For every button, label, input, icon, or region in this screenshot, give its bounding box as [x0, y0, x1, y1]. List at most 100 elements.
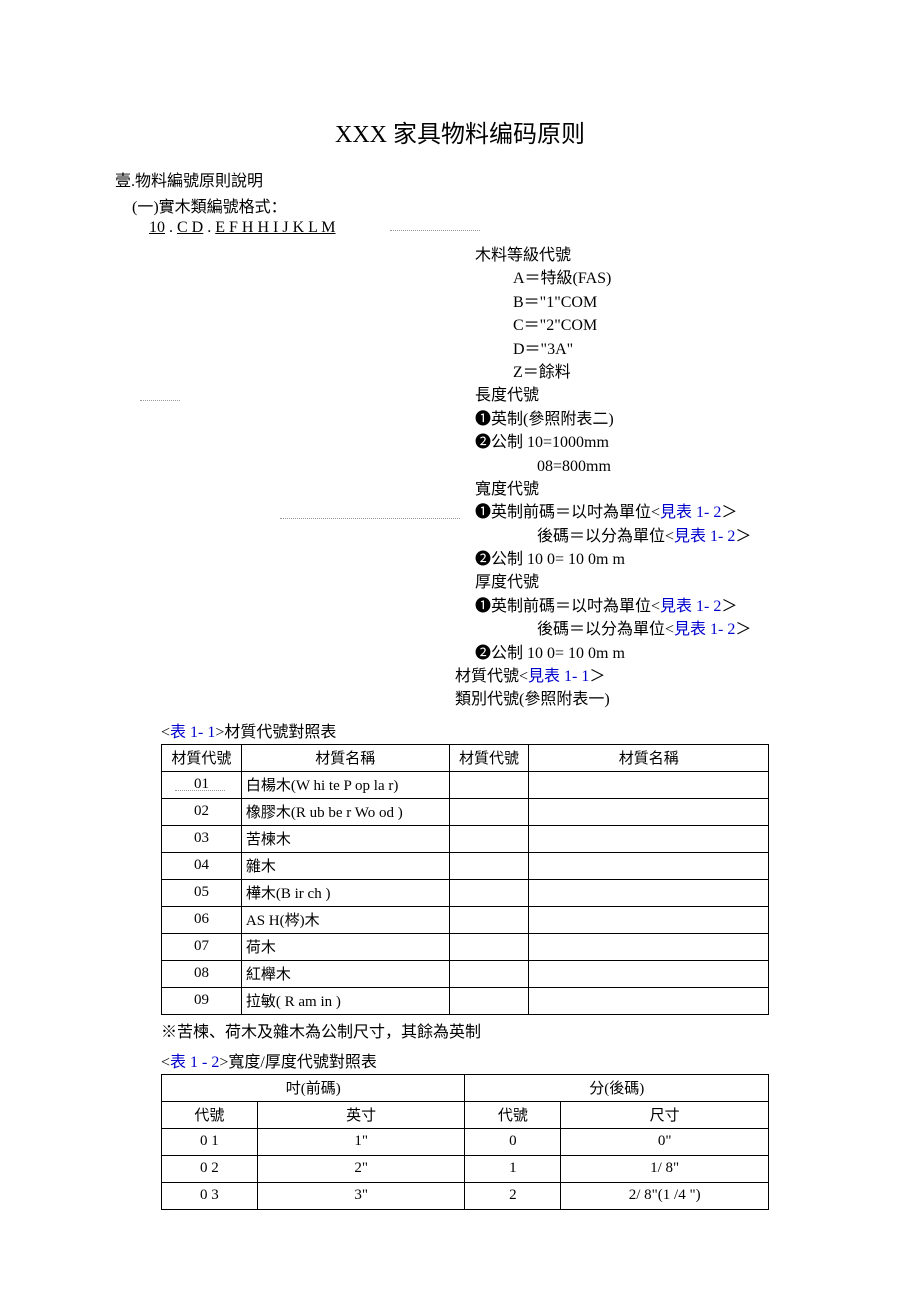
- spec-text: ＞: [589, 668, 605, 685]
- spec-text: 後碼＝以分為單位<: [537, 528, 674, 545]
- code-part-2: C D: [177, 219, 203, 236]
- spec-text: ❶英制前碼＝以吋為單位<: [475, 504, 660, 521]
- cell-name: AS H(梣)木: [241, 906, 449, 933]
- width-thickness-code-table: 吋(前碼) 分(後碼) 代號 英寸 代號 尺寸 0 11"00" 0 22"11…: [161, 1074, 769, 1210]
- spec-material-code: 材質代號<見表 1- 1＞: [455, 666, 805, 688]
- spec-grade-a: A＝特級(FAS): [475, 268, 805, 290]
- col-inch: 英寸: [257, 1101, 465, 1128]
- cell-empty: [529, 798, 769, 825]
- table-row: 09拉敏( R am in ): [162, 987, 769, 1014]
- link-table-1-1[interactable]: 見表 1- 1: [528, 668, 589, 685]
- cell: 3": [257, 1182, 465, 1209]
- spec-thickness-heading: 厚度代號: [475, 572, 805, 594]
- spec-text: ＞: [735, 621, 751, 638]
- cell-code: 08: [162, 960, 242, 987]
- cell: 1": [257, 1128, 465, 1155]
- cell-code: 04: [162, 852, 242, 879]
- spec-thickness-imperial-back: 後碼＝以分為單位<見表 1- 2＞: [475, 619, 805, 641]
- cell-name: 橡膠木(R ub be r Wo od ): [241, 798, 449, 825]
- col-fen-group: 分(後碼): [465, 1074, 769, 1101]
- col-code: 代號: [162, 1101, 258, 1128]
- document-title: XXX 家具物料编码原则: [115, 114, 805, 149]
- cell-code: 01: [162, 771, 242, 798]
- link-table-1-2[interactable]: 見表 1- 2: [674, 528, 735, 545]
- table-row: 03苦楝木: [162, 825, 769, 852]
- cell-empty: [529, 933, 769, 960]
- table-1-1-label: 表 1- 1: [170, 724, 215, 741]
- spec-width-heading: 寬度代號: [475, 479, 805, 501]
- link-table-1-2[interactable]: 見表 1- 2: [674, 621, 735, 638]
- table-1-1-caption: <表 1- 1>材質代號對照表: [161, 718, 805, 742]
- cell: 2": [257, 1155, 465, 1182]
- table-row: 0 11"00": [162, 1128, 769, 1155]
- cell-name: 白楊木(W hi te P op la r): [241, 771, 449, 798]
- spec-text: ❶英制前碼＝以吋為單位<: [475, 598, 660, 615]
- spec-thickness-metric: ❷公制 10 0= 10 0m m: [475, 643, 805, 665]
- spec-width-imperial-back: 後碼＝以分為單位<見表 1- 2＞: [475, 526, 805, 548]
- specification-block: 木料等級代號 A＝特級(FAS) B＝"1"COM C＝"2"COM D＝"3A…: [475, 245, 805, 712]
- cell-empty: [529, 852, 769, 879]
- connector-line: [175, 790, 225, 791]
- col-material-code: 材質代號: [162, 744, 242, 771]
- cell-name: 雜木: [241, 852, 449, 879]
- spec-width-imperial-front: ❶英制前碼＝以吋為單位<見表 1- 2＞: [475, 502, 805, 524]
- spec-text: 後碼＝以分為單位<: [537, 621, 674, 638]
- cell-empty: [529, 825, 769, 852]
- spec-text: ＞: [721, 504, 737, 521]
- connector-line: [140, 400, 180, 401]
- table-1-note: ※苦楝、荷木及雜木為公制尺寸，其餘為英制: [161, 1018, 805, 1042]
- table-subheader-row: 代號 英寸 代號 尺寸: [162, 1101, 769, 1128]
- cell-code: 05: [162, 879, 242, 906]
- col-code-2: 代號: [465, 1101, 561, 1128]
- cell: 2/ 8"(1 /4 "): [561, 1182, 769, 1209]
- cell-empty: [529, 879, 769, 906]
- caption-text: <: [161, 1054, 170, 1071]
- col-material-code-2: 材質代號: [449, 744, 529, 771]
- cell-empty: [529, 771, 769, 798]
- cell-empty: [449, 960, 529, 987]
- spec-text: 材質代號<: [455, 668, 528, 685]
- cell-code: 02: [162, 798, 242, 825]
- cell-empty: [529, 987, 769, 1014]
- table-row: 07荷木: [162, 933, 769, 960]
- spec-grade-z: Z＝餘料: [475, 362, 805, 384]
- spec-grade-heading: 木料等級代號: [475, 245, 805, 267]
- cell-empty: [449, 987, 529, 1014]
- link-table-1-2[interactable]: 見表 1- 2: [660, 598, 721, 615]
- cell: 1: [465, 1155, 561, 1182]
- spec-width-metric: ❷公制 10 0= 10 0m m: [475, 549, 805, 571]
- cell-name: 拉敏( R am in ): [241, 987, 449, 1014]
- spec-text: ＞: [721, 598, 737, 615]
- spec-grade-d: D＝"3A": [475, 339, 805, 361]
- cell-name: 樺木(B ir ch ): [241, 879, 449, 906]
- table-1-2-caption: <表 1 - 2>寬度/厚度代號對照表: [161, 1048, 805, 1072]
- cell-empty: [449, 933, 529, 960]
- cell-code: 03: [162, 825, 242, 852]
- spec-thickness-imperial-front: ❶英制前碼＝以吋為單位<見表 1- 2＞: [475, 596, 805, 618]
- col-material-name-2: 材質名稱: [529, 744, 769, 771]
- spec-length-imperial: ❶英制(參照附表二): [475, 409, 805, 431]
- table-row: 0 22"11/ 8": [162, 1155, 769, 1182]
- cell-empty: [449, 798, 529, 825]
- code-dot-2: .: [203, 219, 215, 236]
- cell-empty: [449, 852, 529, 879]
- col-material-name: 材質名稱: [241, 744, 449, 771]
- table-row: 01白楊木(W hi te P op la r): [162, 771, 769, 798]
- cell-empty: [449, 906, 529, 933]
- link-table-1-2[interactable]: 見表 1- 2: [660, 504, 721, 521]
- cell-code: 06: [162, 906, 242, 933]
- cell: 0 2: [162, 1155, 258, 1182]
- cell: 2: [465, 1182, 561, 1209]
- cell: 1/ 8": [561, 1155, 769, 1182]
- code-format-line: 10 . C D . E F H H I J K L M: [149, 219, 805, 237]
- cell-empty: [529, 906, 769, 933]
- cell-empty: [529, 960, 769, 987]
- table-row: 02橡膠木(R ub be r Wo od ): [162, 798, 769, 825]
- spec-category-code: 類別代號(參照附表一): [455, 689, 805, 711]
- table-row: 04雜木: [162, 852, 769, 879]
- cell-name: 苦楝木: [241, 825, 449, 852]
- code-part-3: E F H H I J K L M: [215, 219, 335, 236]
- table-row: 06AS H(梣)木: [162, 906, 769, 933]
- cell: 0": [561, 1128, 769, 1155]
- cell-empty: [449, 825, 529, 852]
